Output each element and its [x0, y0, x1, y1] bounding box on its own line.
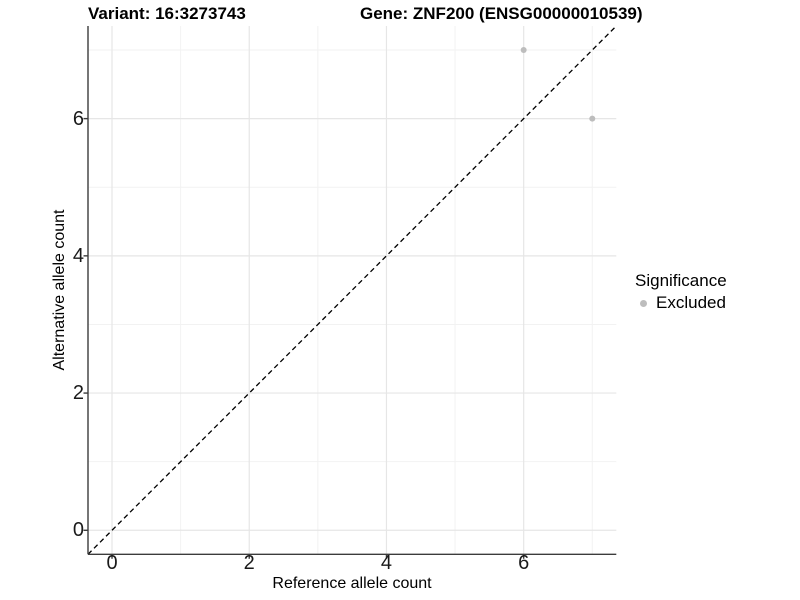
- legend-item-label: Excluded: [656, 293, 726, 312]
- y-tick-label: 4: [72, 244, 84, 267]
- legend: Significance Excluded: [635, 270, 727, 312]
- y-tick-label: 2: [72, 382, 84, 405]
- data-point: [520, 47, 527, 54]
- data-point: [589, 115, 596, 122]
- plot-title-gene: Gene: ZNF200 (ENSG00000010539): [360, 4, 643, 23]
- excluded-point-icon: [640, 299, 647, 307]
- y-axis-title: Alternative allele count: [51, 209, 68, 371]
- x-axis-title: Reference allele count: [272, 575, 432, 592]
- x-tick-label: 2: [243, 552, 255, 574]
- y-tick-label: 6: [72, 107, 84, 130]
- identity-reference-line: [87, 25, 617, 555]
- y-tick-label: 0: [72, 519, 84, 542]
- x-tick-label: 6: [518, 552, 530, 574]
- x-tick-label: 4: [380, 552, 393, 574]
- legend-title: Significance: [635, 271, 727, 290]
- legend-item-excluded: Excluded: [640, 293, 727, 312]
- x-tick-label: 0: [106, 552, 118, 574]
- plot-title-variant: Variant: 16:3273743: [88, 4, 246, 23]
